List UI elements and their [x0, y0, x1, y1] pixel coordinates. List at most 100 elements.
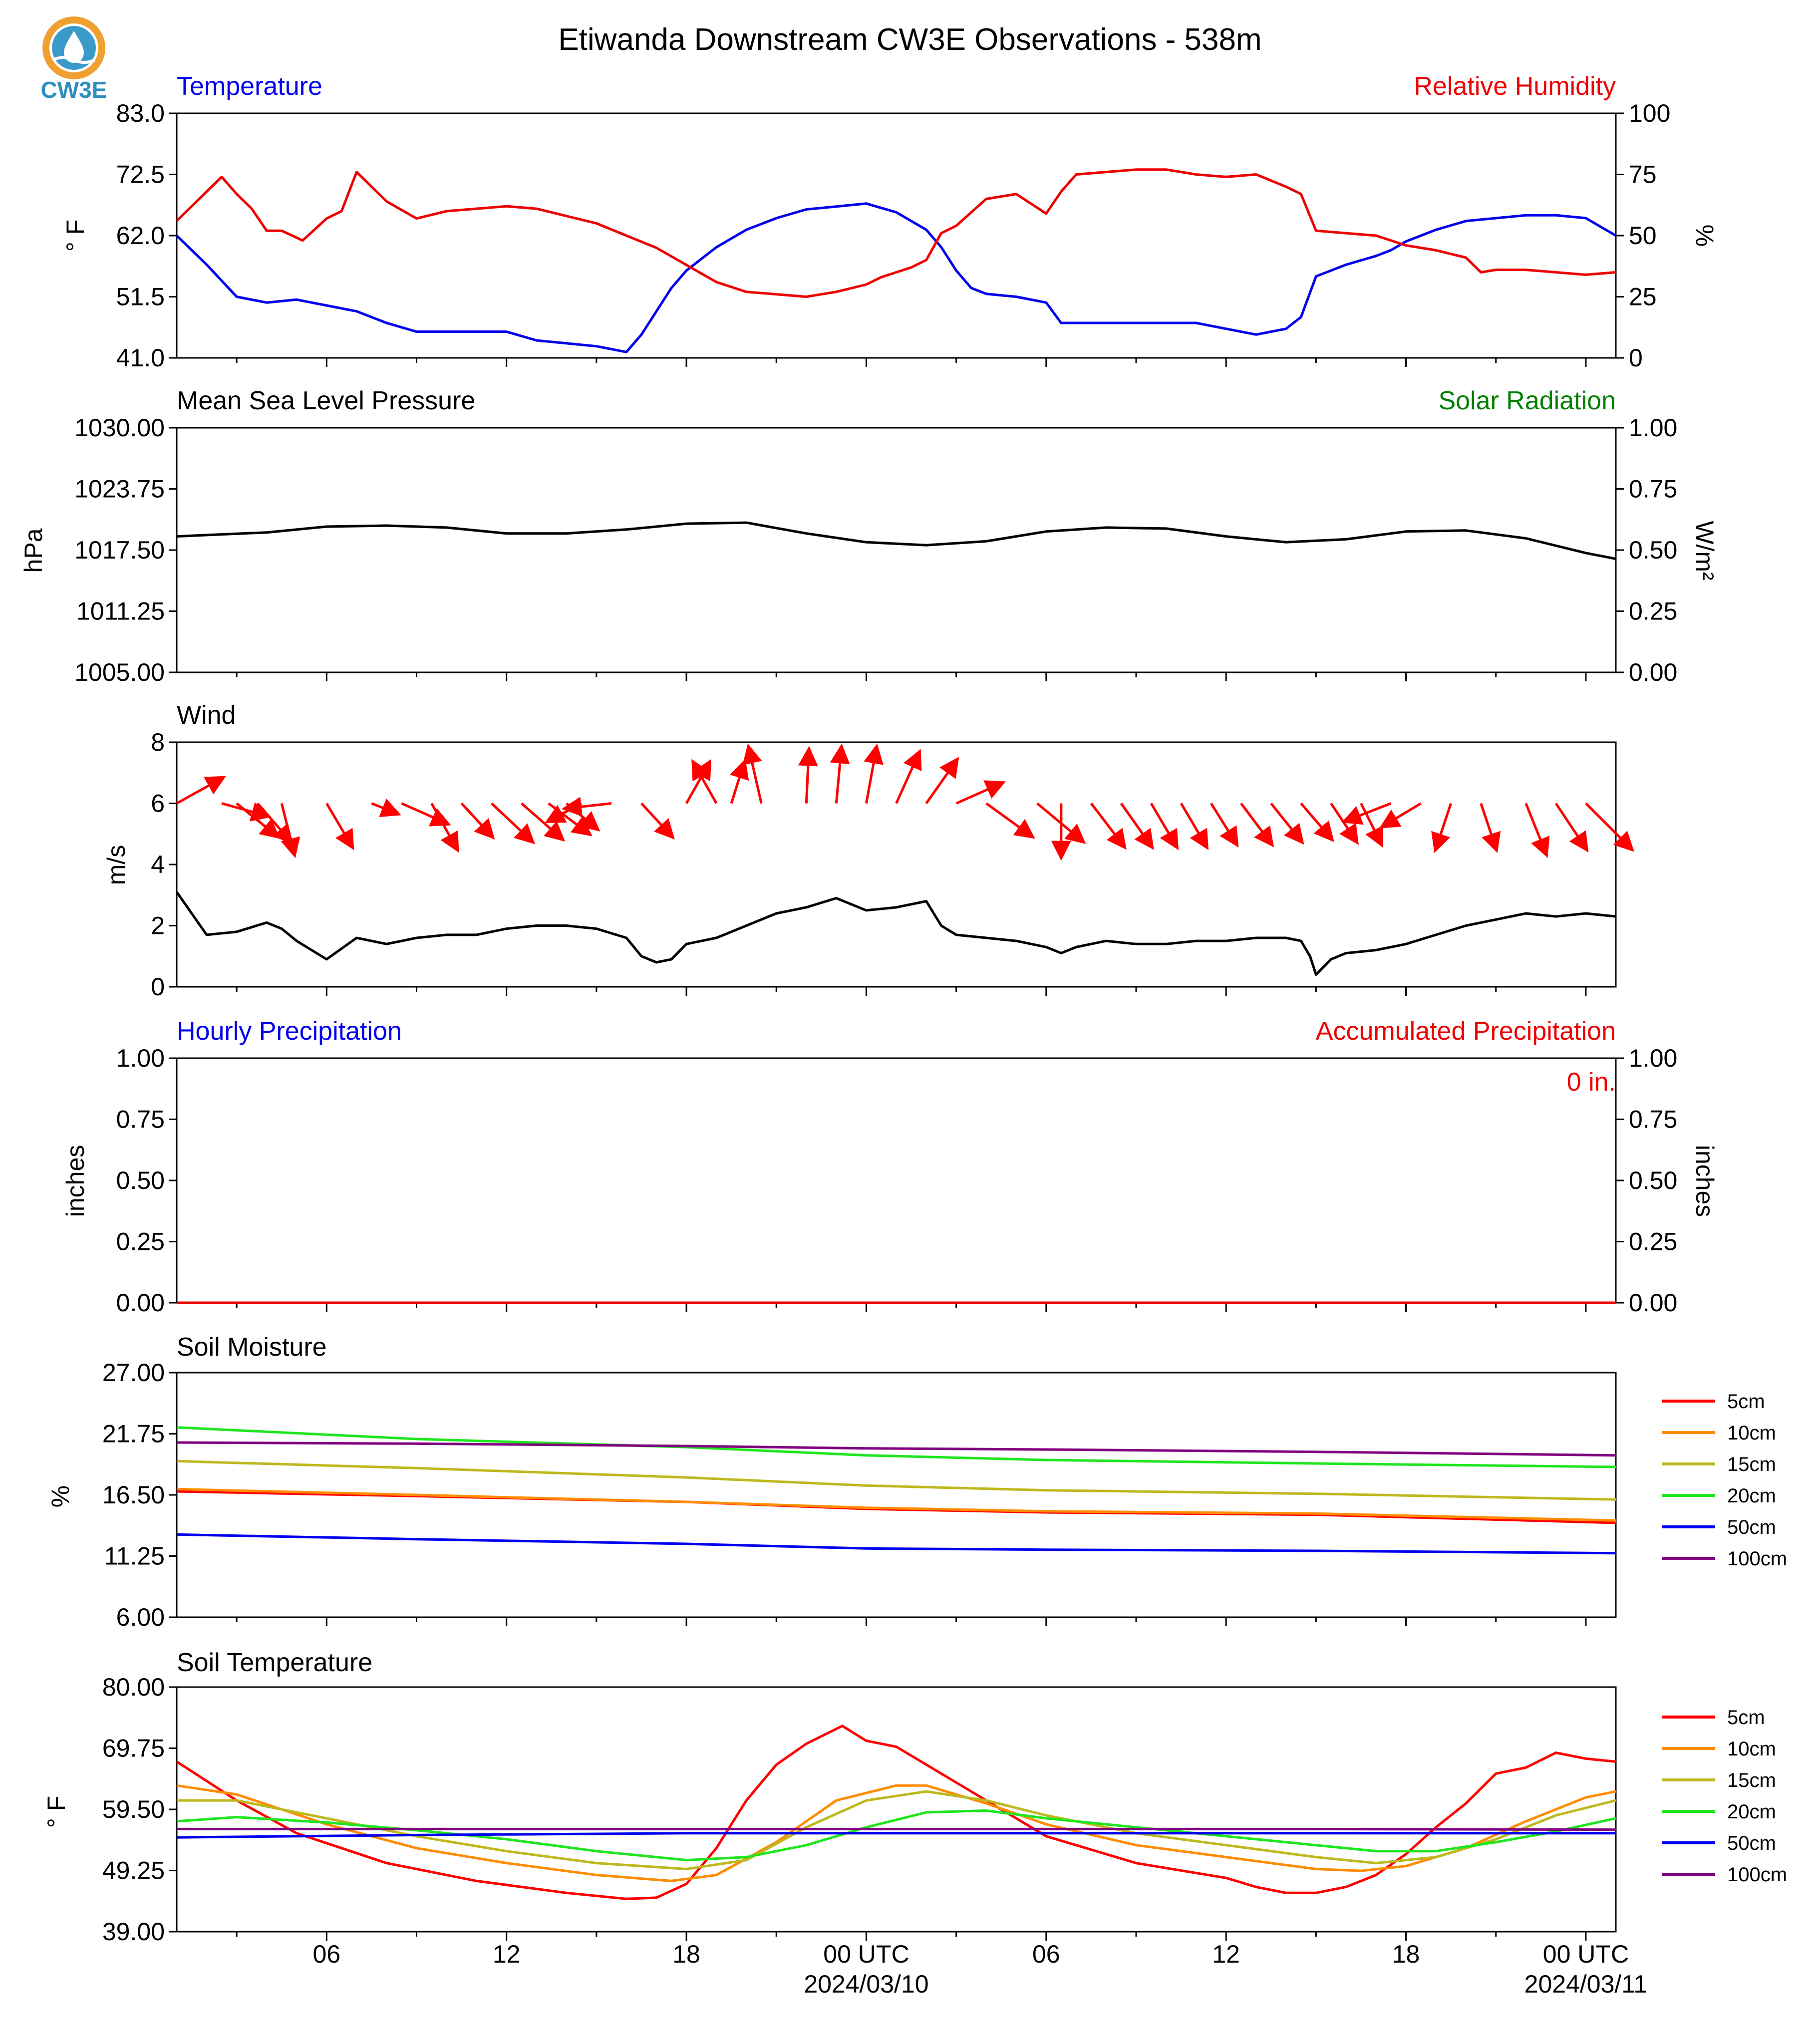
pressure-right-tick-label: 0.75 — [1629, 475, 1677, 503]
precip-right-tick-label: 0.75 — [1629, 1106, 1677, 1134]
temperature-left-tick-label: 83.0 — [116, 99, 165, 127]
time-label: 12 — [493, 1940, 521, 1968]
soil_moisture-left-tick-label: 11.25 — [104, 1542, 165, 1570]
wind-arrow — [955, 780, 1006, 805]
wind-arrow — [1270, 802, 1304, 845]
wind-arrow — [521, 802, 566, 842]
wind-arrow — [1120, 803, 1154, 850]
pressure-right-tick-label: 0.50 — [1629, 536, 1677, 564]
soil-temperature-line-10cm — [176, 1784, 1616, 1882]
temperature-line — [176, 202, 1617, 353]
wind-arrow — [1341, 802, 1392, 825]
pressure-line — [176, 521, 1616, 561]
temperature-right-tick-label: 50 — [1629, 222, 1657, 250]
wind-arrow — [401, 802, 451, 827]
pressure-left-tick-label: 1011.25 — [76, 597, 165, 625]
soil-temperature-line-15cm — [177, 1790, 1616, 1870]
soil-moisture-legend-label: 5cm — [1727, 1391, 1765, 1413]
wind-arrow — [1554, 803, 1589, 853]
wind-arrow — [430, 803, 459, 853]
solar-title: Solar Radiation — [1438, 386, 1616, 415]
time-label: 00 UTC — [823, 1940, 909, 1968]
wind-arrow — [1090, 802, 1127, 850]
soil-moisture-line-10cm — [176, 1487, 1616, 1522]
soil-temperature-legend-label: 100cm — [1727, 1864, 1787, 1886]
temperature-left-tick-label: 51.5 — [116, 283, 165, 311]
soil_temperature-left-tick-label: 69.75 — [102, 1735, 165, 1762]
wind-arrow — [925, 757, 959, 804]
wind-left-tick-label: 4 — [151, 851, 165, 878]
wind-arrow — [460, 802, 495, 840]
wind-arrow — [895, 749, 922, 804]
pressure-right-tick-label: 0.25 — [1629, 597, 1677, 625]
solar-unit: W/m² — [1691, 521, 1719, 580]
soil_temperature-left-tick-label: 80.00 — [102, 1673, 165, 1701]
soil_temperature-left-tick-label: 49.25 — [102, 1857, 165, 1885]
soil-moisture-title: Soil Moisture — [177, 1333, 327, 1362]
accum-precip-total: 0 in. — [1567, 1068, 1616, 1097]
wind-arrow — [691, 759, 718, 804]
pressure-right-tick-label: 1.00 — [1629, 414, 1677, 442]
precip-left-tick-label: 0.00 — [116, 1289, 165, 1317]
legend-layer: 5cm 10cm 15cm 20cm 50cm 100cm 5cm 10cm 15cm 20cm 5… — [1662, 1391, 1787, 1886]
soil-temperature-legend-label: 50cm — [1727, 1832, 1776, 1854]
wind-arrow — [864, 743, 884, 804]
accum-precip-title: Accumulated Precipitation — [1316, 1017, 1616, 1046]
humidity-unit: % — [1691, 225, 1719, 247]
wind-left-tick-label: 8 — [151, 728, 165, 756]
soil-temperature-title: Soil Temperature — [177, 1648, 372, 1677]
wind-title: Wind — [177, 701, 236, 730]
temperature-title: Temperature — [177, 72, 322, 101]
temperature-right-tick-label: 75 — [1629, 161, 1657, 189]
soil-temperature-line-5cm — [176, 1725, 1616, 1900]
precip-left-tick-label: 0.25 — [116, 1228, 165, 1256]
wind-speed-line — [175, 891, 1616, 976]
pressure-right-tick-label: 0.00 — [1629, 658, 1677, 686]
soil-temperature-line-50cm — [176, 1832, 1616, 1839]
precip-left-tick-label: 1.00 — [116, 1044, 165, 1072]
date-label: 2024/03/10 — [804, 1970, 928, 1998]
wind-arrow — [257, 802, 294, 845]
humidity-title: Relative Humidity — [1414, 72, 1616, 101]
time-label: 06 — [313, 1940, 341, 1968]
wind-arrow — [1300, 802, 1334, 843]
date-label: 2024/03/11 — [1524, 1970, 1648, 1998]
soil-moisture-line-100cm — [176, 1441, 1616, 1457]
wind-arrow — [1379, 802, 1422, 829]
temperature-right-tick-label: 25 — [1629, 283, 1657, 311]
soil_moisture-left-tick-label: 21.75 — [102, 1420, 165, 1448]
accum-precip-unit: inches — [1691, 1145, 1719, 1217]
precip-right-tick-label: 0.00 — [1629, 1289, 1677, 1317]
time-label: 18 — [672, 1940, 700, 1968]
hourly-precip-title: Hourly Precipitation — [177, 1017, 402, 1046]
logo-text: CW3E — [41, 77, 107, 103]
temperature-right-tick-label: 0 — [1629, 344, 1643, 372]
wind-arrow — [640, 802, 675, 840]
soil_temperature-left-tick-label: 59.50 — [102, 1795, 165, 1823]
wind-arrow — [1150, 803, 1179, 851]
precip-left-tick-label: 0.75 — [116, 1106, 165, 1134]
wind-arrow — [1210, 803, 1239, 848]
wind-arrow — [830, 743, 850, 804]
logo-ring-icon — [42, 16, 105, 79]
raindrop-icon — [64, 31, 84, 63]
soil_temperature-left-tick-label: 39.00 — [102, 1918, 165, 1946]
humidity-line — [176, 168, 1616, 298]
precip-right-tick-label: 1.00 — [1629, 1044, 1677, 1072]
precip-right-tick-label: 0.50 — [1629, 1166, 1677, 1194]
hourly-precip-unit: inches — [61, 1145, 89, 1217]
precip-left-tick-label: 0.50 — [116, 1166, 165, 1194]
wind-arrow — [371, 798, 401, 817]
time-label: 06 — [1032, 1940, 1060, 1968]
soil-moisture-line-20cm — [176, 1426, 1616, 1468]
pressure-unit: hPa — [19, 528, 47, 573]
cw3e-logo: CW3E — [41, 16, 107, 103]
wind-arrow — [1431, 803, 1453, 853]
wind-arrow — [490, 802, 535, 845]
wind-arrow — [1585, 802, 1635, 852]
wind-arrow — [1360, 803, 1383, 848]
wind-arrow — [1180, 803, 1209, 851]
soil-temperature-legend-label: 10cm — [1727, 1738, 1776, 1760]
wind-arrow — [742, 743, 763, 804]
